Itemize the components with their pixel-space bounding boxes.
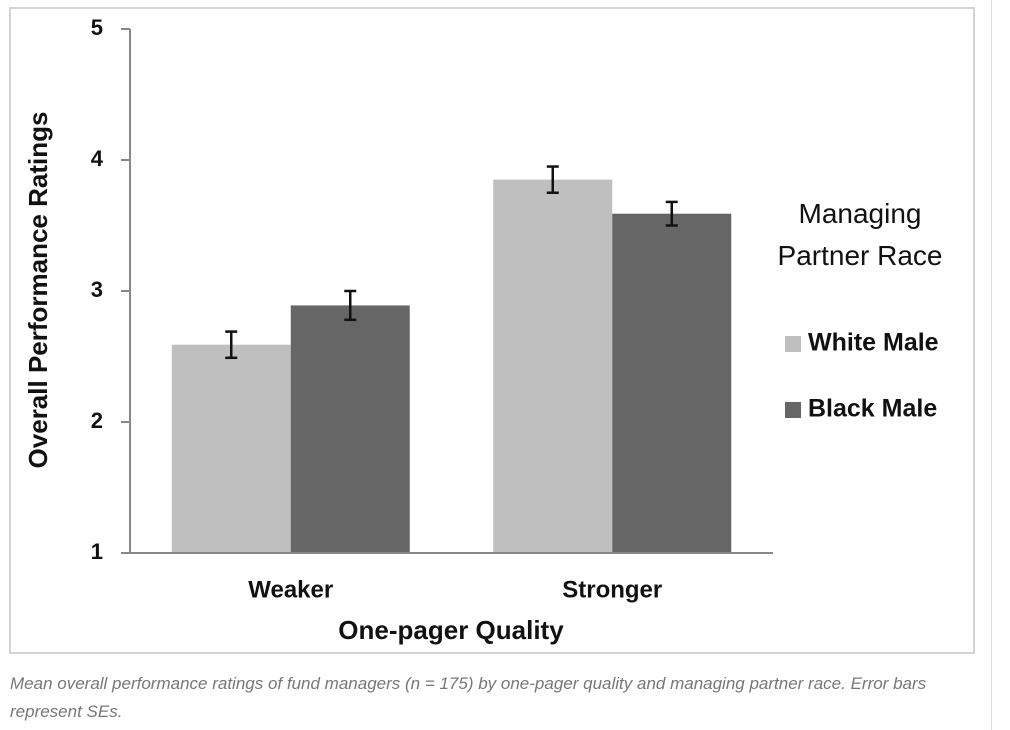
y-tick-label: 3 xyxy=(91,277,103,302)
bar xyxy=(171,344,291,553)
legend-label: Black Male xyxy=(808,395,937,423)
scrollbar xyxy=(991,0,992,730)
y-tick-label: 4 xyxy=(91,146,104,171)
bar xyxy=(612,213,732,553)
error-bar xyxy=(546,165,559,194)
chart: Overall Performance Ratings One-pager Qu… xyxy=(9,7,975,654)
y-tick-label: 1 xyxy=(91,539,103,564)
y-tick-label: 2 xyxy=(91,408,103,433)
error-bar xyxy=(344,289,357,322)
legend-swatch xyxy=(785,336,801,352)
caption: Mean overall performance ratings of fund… xyxy=(10,674,927,721)
bar xyxy=(290,305,410,553)
bar xyxy=(493,179,613,553)
chart-frame xyxy=(9,7,975,654)
error-bar xyxy=(665,200,678,227)
x-tick-label: Weaker xyxy=(248,576,333,603)
x-axis-title: One-pager Quality xyxy=(338,615,564,645)
y-tick-label: 5 xyxy=(91,15,103,40)
error-bar xyxy=(225,330,238,360)
y-axis-title: Overall Performance Ratings xyxy=(23,112,53,469)
legend-label: White Male xyxy=(808,329,939,357)
x-tick-label: Stronger xyxy=(562,576,662,603)
legend-swatch xyxy=(785,402,801,418)
legend-title: Managing Partner Race xyxy=(777,198,943,271)
